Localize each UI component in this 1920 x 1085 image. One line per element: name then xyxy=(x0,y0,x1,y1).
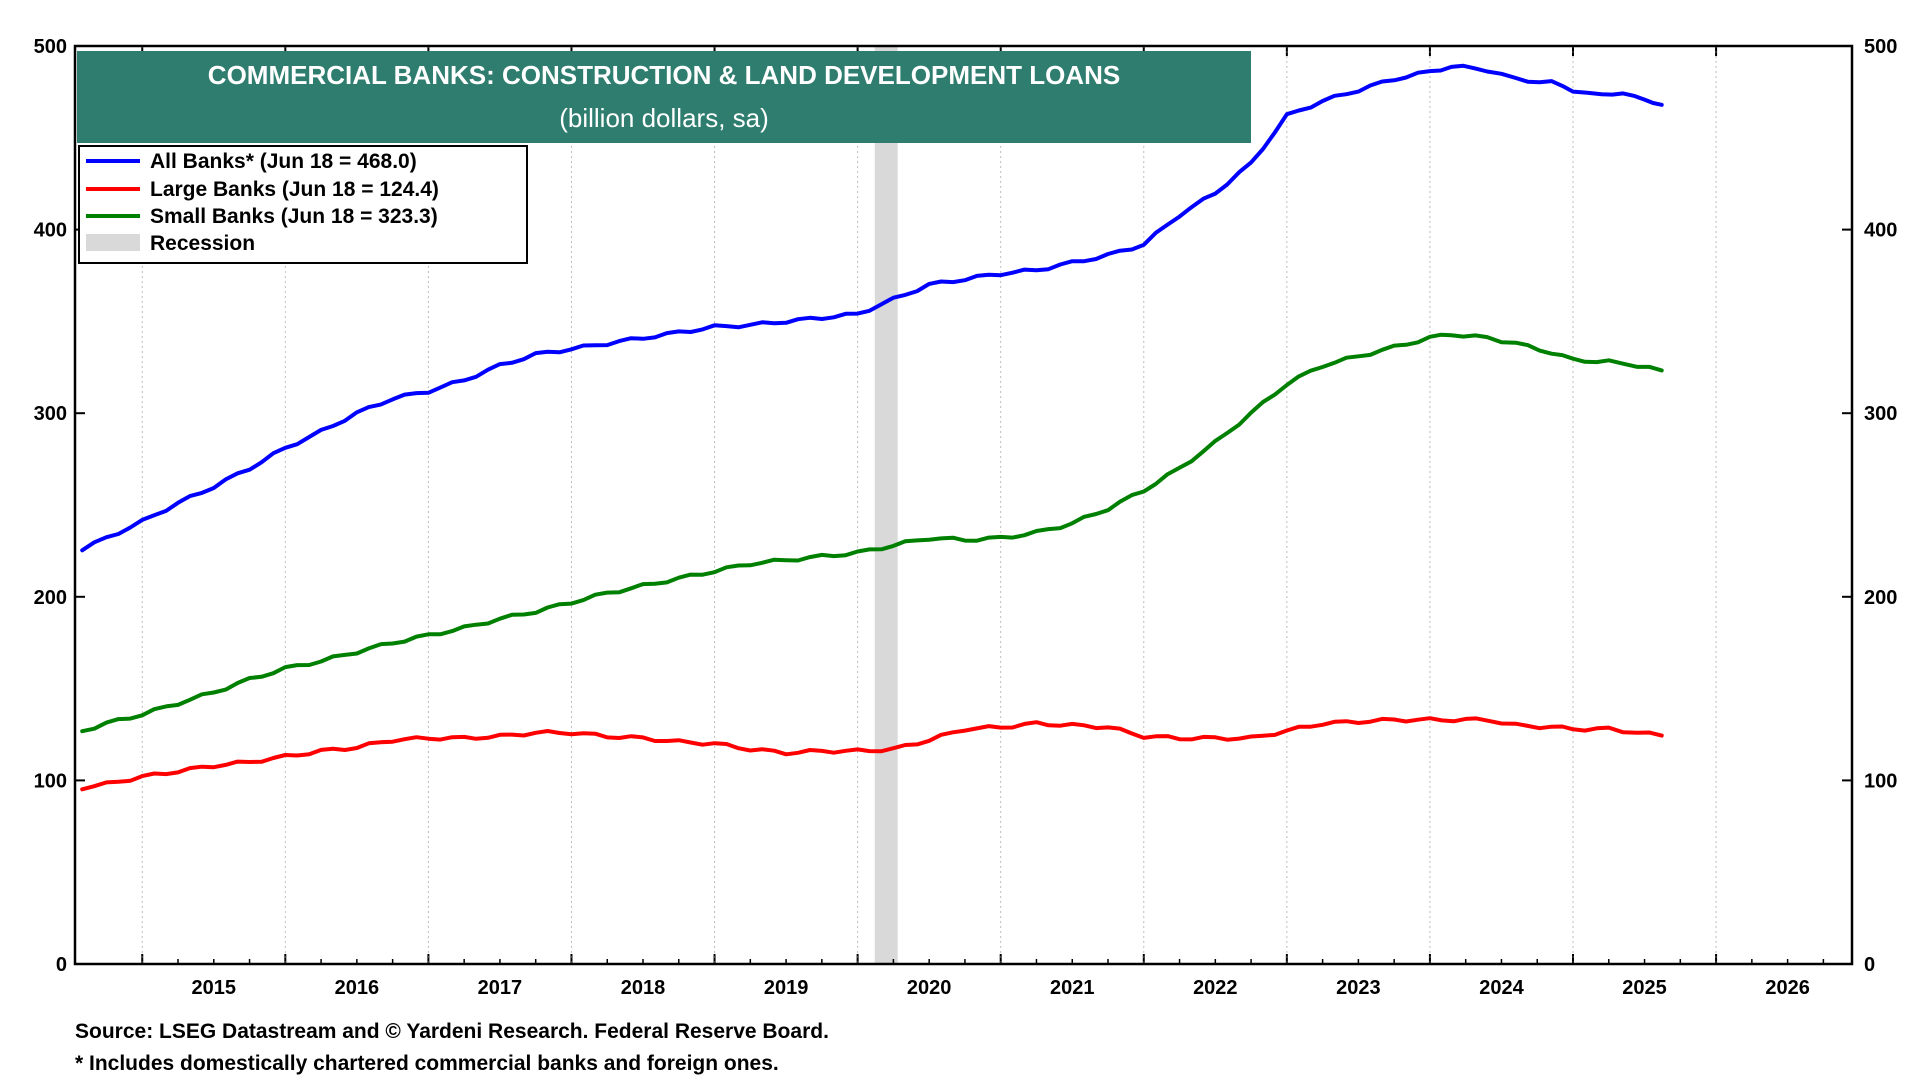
legend-box xyxy=(78,145,528,264)
x-tick-label: 2018 xyxy=(621,977,666,999)
title-band xyxy=(77,51,1251,143)
legend-label-recession: Recession xyxy=(150,232,255,255)
plot-frame xyxy=(73,44,1854,966)
y-tick-label-left: 500 xyxy=(34,36,67,58)
y-tick-label-left: 100 xyxy=(34,770,67,792)
recession-band xyxy=(874,46,898,964)
chart-title: COMMERCIAL BANKS: CONSTRUCTION & LAND DE… xyxy=(208,60,1120,90)
chart-subtitle: (billion dollars, sa) xyxy=(559,103,769,133)
series-line-large-banks xyxy=(80,716,1664,792)
recession-layer xyxy=(874,46,898,964)
series-line-small-banks xyxy=(80,332,1664,734)
legend-label-small-banks: Small Banks (Jun 18 = 323.3) xyxy=(150,205,438,228)
source-note: Source: LSEG Datastream and © Yardeni Re… xyxy=(75,1020,829,1043)
series-line-all-banks xyxy=(80,63,1664,553)
y-tick-label-right: 0 xyxy=(1864,954,1875,976)
x-tick-label: 2015 xyxy=(192,977,237,999)
y-tick-label-right: 400 xyxy=(1864,220,1897,242)
y-tick-label-left: 300 xyxy=(34,403,67,425)
legend: All Banks* (Jun 18 = 468.0) Large Banks … xyxy=(78,145,528,264)
legend-label-large-banks: Large Banks (Jun 18 = 124.4) xyxy=(150,178,439,201)
y-tick-label-right: 200 xyxy=(1864,587,1897,609)
x-tick-label: 2020 xyxy=(907,977,952,999)
x-tick-label: 2021 xyxy=(1050,977,1095,999)
legend-swatch-recession xyxy=(86,234,140,251)
x-tick-label: 2026 xyxy=(1765,977,1810,999)
axis-ticks: 0 0 100 100 200 200 300 300 400 400 500 500 2015 2016… xyxy=(34,36,1898,999)
x-tick-label: 2017 xyxy=(478,977,523,999)
x-tick-label: 2023 xyxy=(1336,977,1381,999)
y-tick-label-right: 500 xyxy=(1864,36,1897,58)
legend-label-all-banks: All Banks* (Jun 18 = 468.0) xyxy=(150,150,417,173)
y-tick-label-left: 400 xyxy=(34,220,67,242)
x-tick-label: 2025 xyxy=(1622,977,1667,999)
x-tick-label: 2024 xyxy=(1479,977,1524,999)
y-tick-label-right: 300 xyxy=(1864,403,1897,425)
footnote: * Includes domestically chartered commer… xyxy=(75,1052,779,1075)
y-tick-label-left: 200 xyxy=(34,587,67,609)
x-tick-label: 2016 xyxy=(335,977,380,999)
y-tick-label-left: 0 xyxy=(56,954,67,976)
y-tick-label-right: 100 xyxy=(1864,770,1897,792)
series-layer xyxy=(80,63,1664,792)
x-tick-label: 2019 xyxy=(764,977,809,999)
x-tick-label: 2022 xyxy=(1193,977,1238,999)
